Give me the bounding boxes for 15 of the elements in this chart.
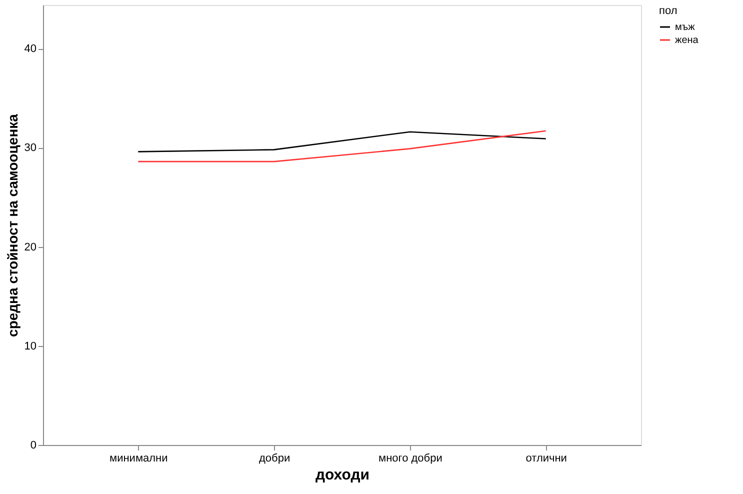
x-axis-title: доходи (316, 466, 370, 484)
y-axis-title: средна стойност на самооценка (4, 114, 20, 337)
x-tick-label: много добри (378, 452, 442, 464)
y-tick-label: 20 (24, 241, 36, 254)
y-tick-label: 0 (30, 440, 36, 452)
y-tick-label: 10 (24, 340, 36, 352)
y-tick-label: 30 (24, 142, 36, 154)
x-tick-label: минимални (110, 452, 168, 464)
legend-label: жена (675, 35, 699, 46)
y-tick-label: 40 (24, 43, 36, 56)
legend-title: пол (659, 5, 678, 17)
x-tick-label: отлични (526, 452, 567, 464)
x-tick-label: добри (258, 452, 290, 464)
line-series (137, 131, 547, 152)
legend-label: мъж (675, 22, 696, 33)
